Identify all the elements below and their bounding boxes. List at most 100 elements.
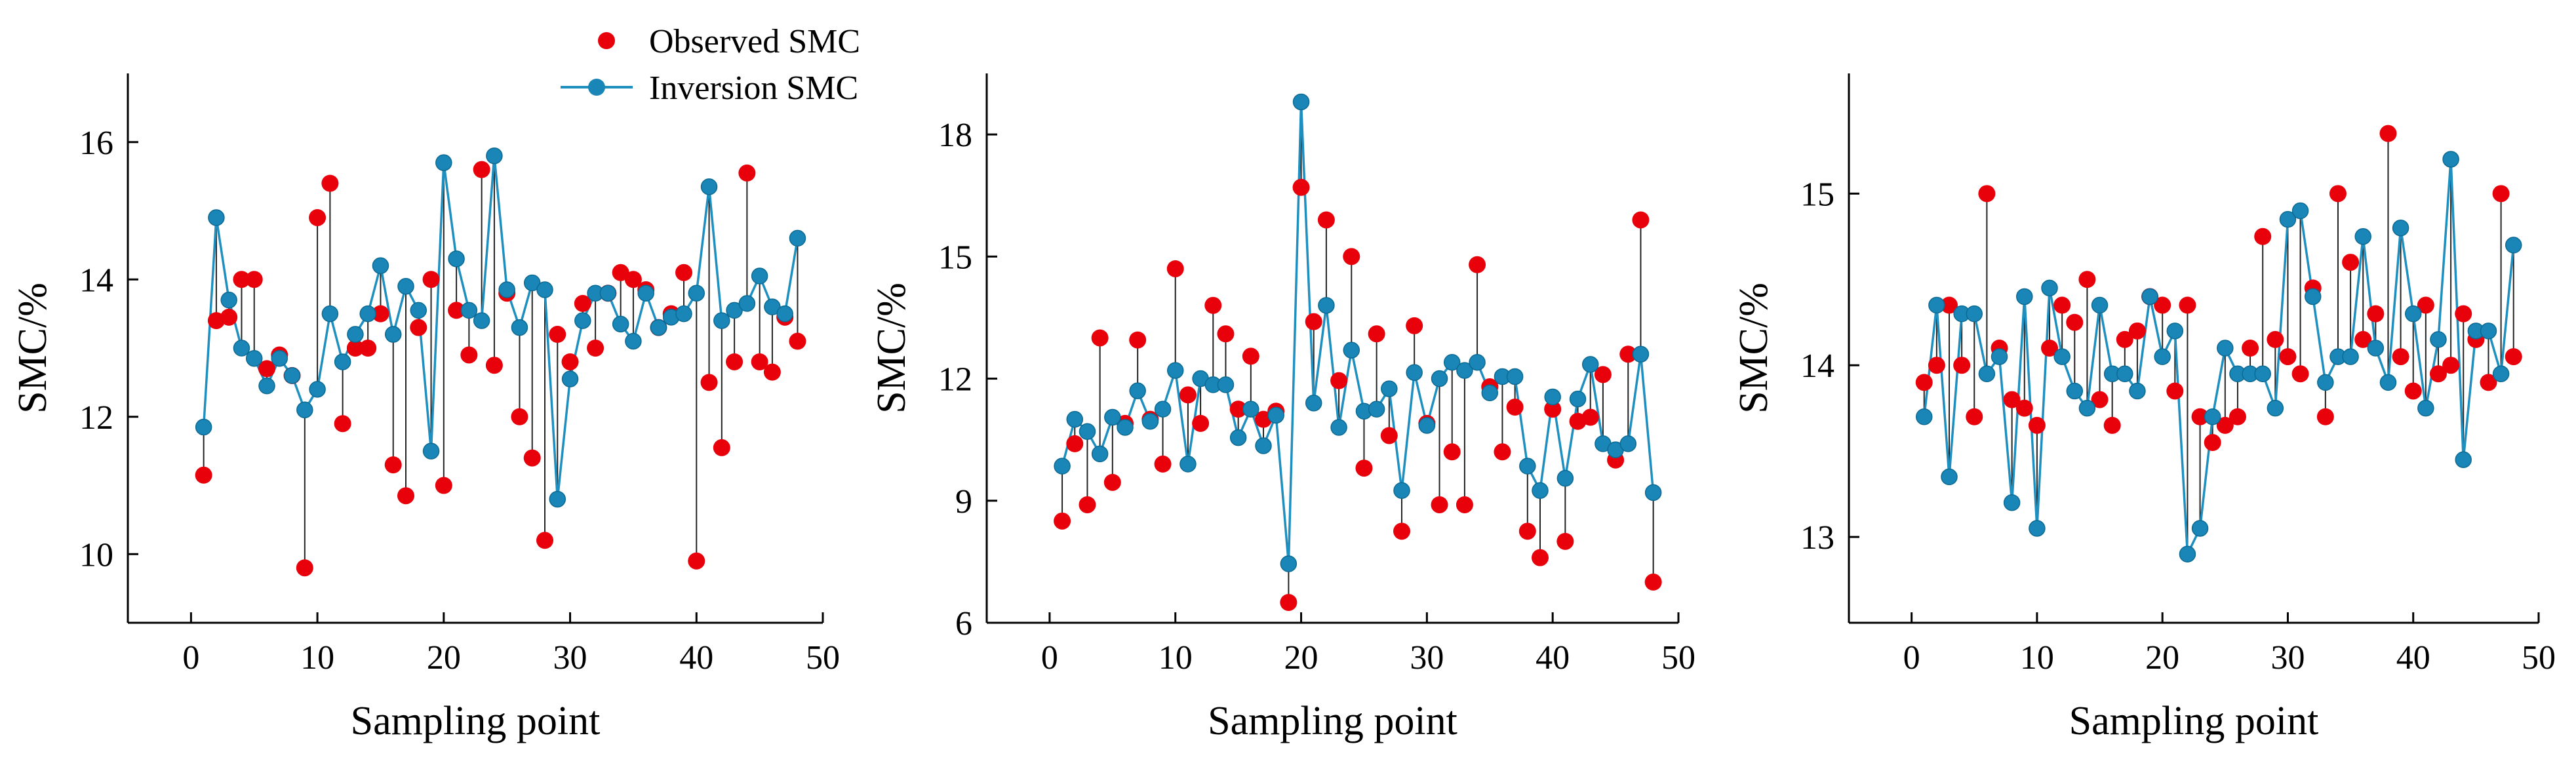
inversion-point	[1916, 408, 1933, 425]
observed-point	[473, 161, 490, 178]
inversion-point	[1229, 429, 1247, 446]
observed-point	[2229, 408, 2246, 425]
observed-point	[1103, 473, 1121, 491]
x-tick-label: 10	[2020, 639, 2054, 677]
inversion-point	[233, 340, 250, 357]
inversion-point	[764, 298, 781, 315]
x-tick-label: 20	[427, 639, 461, 677]
observed-point	[2091, 391, 2109, 408]
inversion-point	[384, 326, 402, 343]
observed-point	[1619, 345, 1637, 363]
inversion-point	[700, 178, 718, 195]
inversion-point	[688, 285, 705, 302]
observed-point	[2116, 330, 2133, 348]
observed-point	[1456, 496, 1473, 513]
inversion-point	[2116, 365, 2133, 383]
observed-point	[523, 449, 541, 467]
inversion-point	[397, 277, 414, 295]
observed-point	[587, 340, 604, 357]
y-tick-label: 14	[1800, 347, 1834, 385]
observed-point	[309, 208, 327, 226]
inversion-point	[195, 418, 212, 436]
observed-point	[1091, 329, 1109, 347]
inversion-point	[1941, 468, 1958, 486]
inversion-point	[422, 442, 440, 460]
inversion-point	[1368, 401, 1385, 418]
observed-point	[2242, 340, 2259, 357]
inversion-point	[1117, 419, 1134, 436]
observed-point	[2179, 296, 2196, 314]
inversion-point	[1255, 437, 1272, 454]
observed-point	[1556, 532, 1574, 550]
observed-point	[1280, 593, 1298, 611]
observed-point	[1953, 357, 1971, 374]
inversion-point	[1619, 435, 1637, 452]
inversion-point	[2141, 288, 2158, 305]
inversion-point	[1481, 384, 1499, 402]
observed-point	[1594, 366, 1612, 384]
inversion-point	[486, 147, 503, 165]
x-tick-label: 10	[1159, 639, 1193, 677]
observed-point	[1305, 313, 1322, 330]
observed-point	[2078, 271, 2096, 288]
inversion-point	[2154, 348, 2171, 365]
observed-point	[422, 271, 440, 288]
inversion-point	[1104, 408, 1121, 426]
y-tick-label: 15	[1800, 176, 1834, 213]
x-tick-label: 30	[1410, 639, 1444, 677]
inversion-point	[789, 229, 806, 247]
inversion-point	[1532, 482, 1549, 500]
inversion-point	[1267, 406, 1284, 424]
inversion-point	[2091, 296, 2109, 314]
inversion-point	[1406, 364, 1423, 381]
observed-point	[549, 326, 566, 344]
observed-point	[195, 466, 212, 484]
inversion-point	[599, 285, 617, 302]
y-tick-label: 18	[938, 117, 972, 154]
x-tick-label: 20	[1284, 639, 1318, 677]
observed-point	[1941, 296, 1958, 314]
y-tick-label: 9	[955, 483, 972, 521]
observed-point	[1154, 455, 1172, 473]
x-tick-label: 20	[2145, 639, 2179, 677]
observed-point	[448, 302, 466, 319]
observed-point	[1054, 512, 1071, 530]
observed-point	[397, 487, 414, 505]
inversion-point	[2179, 545, 2196, 562]
observed-point	[2367, 305, 2385, 323]
observed-point	[2003, 391, 2021, 408]
observed-point	[2015, 399, 2033, 417]
y-tick-label: 13	[1800, 519, 1834, 557]
inversion-point	[1443, 353, 1461, 371]
inversion-point	[1330, 419, 1347, 436]
observed-point	[1204, 296, 1222, 314]
inversion-point	[1217, 376, 1235, 393]
observed-point	[1129, 331, 1147, 349]
inversion-point	[2078, 399, 2096, 417]
y-axis-title: SMC/%	[1732, 283, 1776, 414]
legend: Observed SMC Inversion SMC	[561, 23, 860, 107]
inversion-point	[574, 312, 591, 329]
x-tick-label: 40	[1536, 639, 1570, 677]
inversion-point	[2166, 323, 2184, 340]
inversion-point	[1166, 362, 1184, 379]
inversion-point	[1079, 423, 1096, 441]
observed-point	[511, 408, 528, 425]
y-tick-label: 14	[79, 262, 113, 299]
inversion-point	[1066, 410, 1084, 428]
inversion-point	[2003, 494, 2021, 511]
observed-point	[384, 456, 402, 474]
x-tick-label: 0	[182, 639, 199, 677]
inversion-point	[271, 349, 288, 367]
inversion-point	[625, 332, 642, 350]
observed-point	[1292, 178, 1310, 196]
observed-point	[1242, 347, 1259, 365]
observed-point	[738, 164, 756, 182]
inversion-point	[1141, 412, 1159, 430]
inversion-point	[1091, 445, 1109, 463]
inversion-point	[321, 305, 339, 323]
inversion-point	[1418, 417, 1436, 434]
observed-point	[2354, 330, 2372, 348]
observed-point	[574, 294, 591, 312]
observed-point	[2053, 296, 2071, 314]
